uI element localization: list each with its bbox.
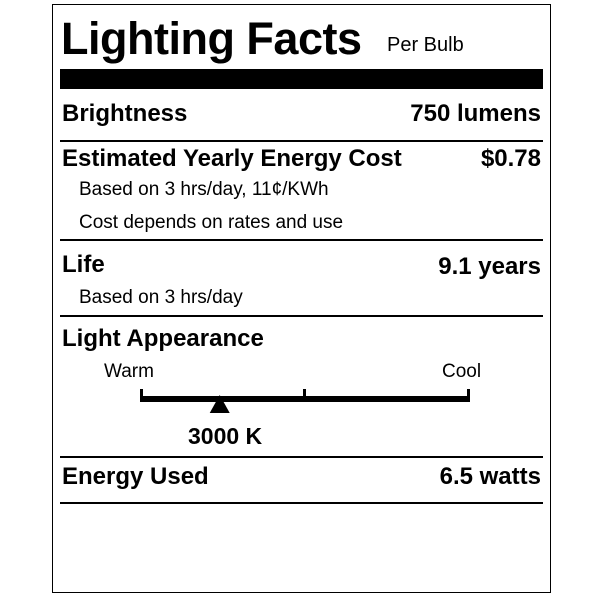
per-bulb-text: Per Bulb bbox=[387, 34, 464, 56]
life-note: Based on 3 hrs/day bbox=[79, 287, 243, 308]
life-value: 9.1 years bbox=[438, 253, 541, 280]
energy-cost-label: Estimated Yearly Energy Cost bbox=[62, 145, 402, 172]
scale-tick bbox=[303, 389, 306, 402]
scale-tick bbox=[140, 389, 143, 402]
divider bbox=[60, 315, 543, 317]
energy-used-value: 6.5 watts bbox=[439, 463, 541, 490]
scale-tick bbox=[467, 389, 470, 402]
divider bbox=[60, 239, 543, 241]
energy-cost-note: Based on 3 hrs/day, 11¢/KWh bbox=[79, 179, 329, 200]
color-temperature-value: 3000 K bbox=[188, 423, 263, 449]
color-temperature-scale bbox=[140, 389, 470, 413]
temperature-marker-icon bbox=[209, 395, 230, 413]
life-label: Life bbox=[62, 251, 105, 278]
warm-label: Warm bbox=[104, 361, 154, 382]
divider bbox=[60, 140, 543, 142]
divider bbox=[60, 502, 543, 504]
energy-cost-note: Cost depends on rates and use bbox=[79, 212, 344, 233]
brightness-label: Brightness bbox=[62, 100, 188, 127]
brightness-value: 750 lumens bbox=[410, 100, 541, 127]
light-appearance-label: Light Appearance bbox=[62, 325, 264, 352]
title-bar-divider bbox=[60, 69, 543, 89]
divider bbox=[60, 456, 543, 458]
label-title: Lighting Facts bbox=[61, 13, 362, 64]
energy-used-label: Energy Used bbox=[62, 463, 209, 490]
cool-label: Cool bbox=[442, 361, 482, 382]
lighting-facts-label: Lighting Facts Per Bulb Brightness 750 l… bbox=[52, 4, 551, 593]
energy-cost-value: $0.78 bbox=[480, 145, 541, 172]
